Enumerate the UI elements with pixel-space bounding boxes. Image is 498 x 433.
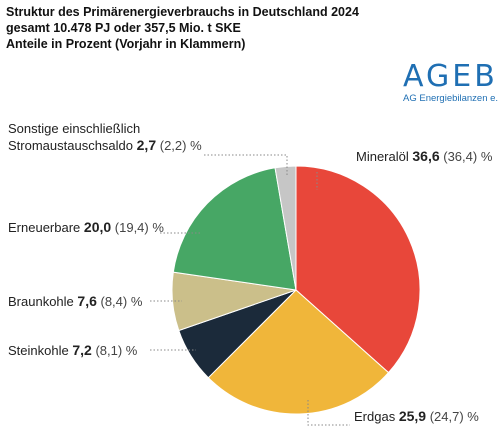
chart-subtitle: gesamt 10.478 PJ oder 357,5 Mio. t SKE <box>6 21 241 35</box>
ageb-logo: AGEB AG Energiebilanzen e.V. <box>403 59 498 105</box>
unit-steinkohle: % <box>125 343 138 358</box>
previous-erdgas: (24,7) <box>429 409 464 424</box>
label-mineraloel-name: Mineralöl <box>356 149 409 164</box>
label-sonstige-line1: Sonstige einschließlich <box>8 121 141 136</box>
label-braunkohle: Braunkohle 7,6 (8,4) % <box>8 293 142 310</box>
label-steinkohle: Steinkohle 7,2 (8,1) % <box>8 342 137 359</box>
value-erneuerbare: 20,0 <box>83 219 112 235</box>
pie-slice-mineraloel <box>295 165 421 374</box>
previous-steinkohle: (8,1) <box>95 343 123 358</box>
unit-braunkohle: % <box>130 294 143 309</box>
value-steinkohle: 7,2 <box>72 342 92 358</box>
chart-title-block: Struktur des Primärenergieverbrauchs in … <box>6 4 359 52</box>
pie-slice-sonstige <box>274 165 297 291</box>
chart-note: Anteile in Prozent (Vorjahr in Klammern) <box>6 37 246 51</box>
leader-line-erdgas <box>307 400 350 426</box>
logo-subtitle: AG Energiebilanzen e.V. <box>403 93 498 104</box>
label-sonstige: Sonstige einschließlich Stromaustauschsa… <box>8 121 202 154</box>
pie-slice-erneuerbare <box>172 167 297 291</box>
unit-erdgas: % <box>467 409 479 424</box>
unit-erneuerbare: % <box>152 220 164 235</box>
label-erdgas-name: Erdgas <box>354 409 396 424</box>
chart-title: Struktur des Primärenergieverbrauchs in … <box>6 5 359 19</box>
previous-mineraloel: (36,4) <box>443 149 478 164</box>
previous-erneuerbare: (19,4) <box>114 220 149 235</box>
value-erdgas: 25,9 <box>398 408 427 424</box>
label-erdgas: Erdgas 25,9 (24,7) % <box>354 408 479 425</box>
label-erneuerbare-name: Erneuerbare <box>8 220 81 235</box>
value-mineraloel: 36,6 <box>412 148 440 164</box>
label-erneuerbare: Erneuerbare 20,0 (19,4) % <box>8 219 164 236</box>
pie-slice-erdgas <box>207 289 390 415</box>
logo-wordmark: AGEB <box>403 59 498 94</box>
label-steinkohle-name: Steinkohle <box>8 343 69 358</box>
previous-braunkohle: (8,4) <box>100 294 128 309</box>
previous-sonstige: (2,2) <box>159 138 187 153</box>
unit-mineraloel: % <box>480 149 493 164</box>
label-mineraloel: Mineralöl 36,6 (36,4) % <box>356 148 492 165</box>
value-sonstige: 2,7 <box>136 137 157 153</box>
value-braunkohle: 7,6 <box>77 293 97 309</box>
label-sonstige-line2: Stromaustauschsaldo <box>8 138 134 153</box>
unit-sonstige: % <box>190 138 202 153</box>
label-braunkohle-name: Braunkohle <box>8 294 74 309</box>
